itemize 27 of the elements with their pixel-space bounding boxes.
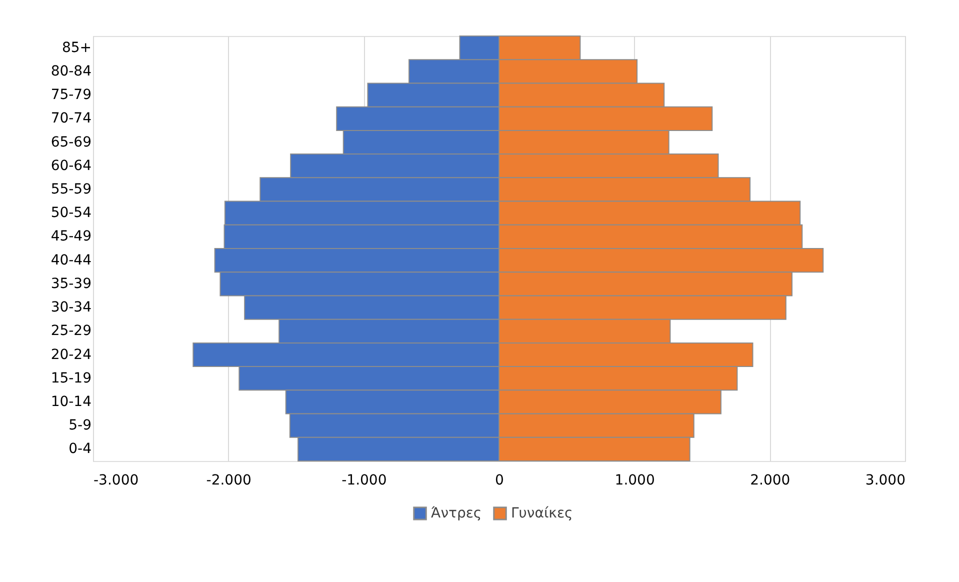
y-tick-label: 45-49 <box>50 228 92 245</box>
y-tick-label: 20-24 <box>50 346 92 363</box>
y-tick-label: 60-64 <box>50 158 92 174</box>
legend-label: Γυναίκες <box>511 505 573 522</box>
x-tick-label: -3.000 <box>94 472 139 488</box>
y-tick-label: 85+ <box>62 40 92 56</box>
x-tick-label: 2.000 <box>750 472 790 488</box>
x-tick-label: 0 <box>495 472 504 488</box>
y-tick-label: 65-69 <box>50 134 92 150</box>
y-tick-label: 30-34 <box>50 300 92 316</box>
y-tick-label: 70-74 <box>50 110 92 127</box>
y-tick-label: 40-44 <box>50 252 92 268</box>
y-tick-label: 75-79 <box>50 87 92 104</box>
y-tick-label: 15-19 <box>50 370 92 386</box>
y-tick-label: 5-9 <box>68 418 92 434</box>
x-tick-label: -2.000 <box>206 472 252 488</box>
y-tick-label: 55-59 <box>50 181 92 198</box>
y-tick-label: 0-4 <box>68 441 92 458</box>
legend-label: Άντρες <box>431 505 482 522</box>
x-tick-label: 3.000 <box>865 472 906 488</box>
y-tick-label: 50-54 <box>50 205 92 222</box>
y-tick-label: 35-39 <box>50 276 92 292</box>
y-tick-label: 10-14 <box>50 394 92 410</box>
y-tick-label: 25-29 <box>50 323 92 340</box>
x-tick-label: 1.000 <box>614 472 655 488</box>
y-tick-label: 80-84 <box>50 63 92 80</box>
x-tick-label: -1.000 <box>342 472 387 488</box>
